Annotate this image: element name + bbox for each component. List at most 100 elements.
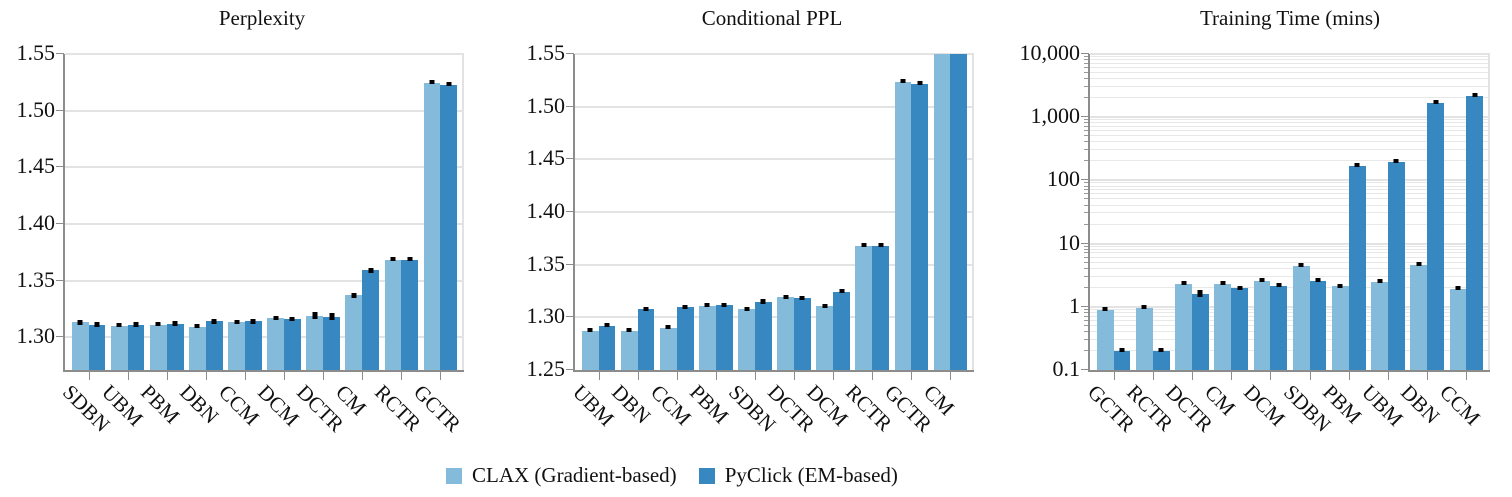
minor-y-tick: [1084, 319, 1089, 321]
x-tick-label-pbm: PBM: [684, 380, 734, 429]
gridline: [1090, 116, 1488, 119]
error-bar: [861, 242, 867, 247]
bar-pyclick-dbn: [205, 321, 223, 370]
bar-clax-cm: [933, 54, 951, 370]
x-tick: [323, 372, 325, 380]
y-tick: [566, 316, 574, 318]
minor-gridline: [1090, 62, 1488, 64]
error-bar: [721, 302, 727, 307]
bar-clax-dctr: [777, 297, 795, 370]
bar-pyclick-rctr: [401, 260, 419, 370]
minor-gridline: [1090, 256, 1488, 258]
minor-y-tick: [1084, 160, 1089, 162]
y-tick: [566, 53, 574, 54]
gridline: [575, 105, 972, 108]
error-bar: [250, 319, 256, 324]
error-bar: [1416, 261, 1422, 266]
minor-gridline: [1090, 55, 1488, 57]
bar-pyclick-dctr: [323, 316, 340, 370]
y-tick-label: 1.55: [16, 39, 56, 65]
minor-y-tick: [1084, 149, 1089, 151]
bar-pyclick-ubm: [598, 325, 616, 370]
y-tick-label: 1.45: [526, 145, 566, 171]
bar-clax-gctr: [1096, 309, 1114, 370]
minor-gridline: [1090, 149, 1488, 151]
minor-y-tick: [1084, 330, 1089, 332]
y-tick: [566, 263, 574, 265]
y-tick: [566, 105, 574, 107]
minor-y-tick: [1084, 267, 1089, 269]
y-tick: [566, 211, 574, 212]
error-bar: [1181, 280, 1187, 285]
x-tick: [127, 372, 129, 380]
error-bar: [839, 289, 845, 294]
x-tick-label-dbn: DBN: [1396, 380, 1445, 429]
error-bar: [1455, 286, 1461, 291]
y-tick: [1081, 242, 1089, 244]
minor-y-tick: [1084, 261, 1089, 263]
minor-y-tick: [1084, 78, 1089, 80]
minor-gridline: [1090, 67, 1488, 69]
bar-clax-ccm: [228, 322, 245, 370]
y-axis: [573, 54, 575, 370]
minor-y-tick: [1084, 119, 1089, 121]
gridline: [575, 263, 972, 266]
error-bar: [783, 295, 789, 300]
y-tick-label: 1.30: [526, 303, 566, 329]
minor-gridline: [1090, 212, 1488, 214]
error-bar: [446, 81, 452, 86]
y-tick-label: 1.50: [526, 92, 566, 118]
minor-gridline: [1090, 324, 1488, 326]
y-tick-label: 1.35: [526, 250, 566, 276]
minor-gridline: [1090, 261, 1488, 263]
error-bar: [1276, 282, 1282, 287]
chart-title: Conditional PPL: [701, 6, 843, 30]
minor-y-tick: [1084, 55, 1089, 57]
y-tick-label: 1.40: [526, 197, 566, 223]
error-bar: [587, 328, 593, 333]
minor-gridline: [1090, 204, 1488, 206]
y-tick-label: 1.50: [16, 96, 56, 122]
error-bar: [682, 304, 688, 309]
x-tick-label-dbn: DBN: [606, 380, 655, 429]
bar-clax-rctr: [1135, 308, 1153, 370]
error-bar: [626, 328, 632, 333]
x-tick: [1113, 372, 1115, 380]
error-bar: [1259, 277, 1265, 282]
x-tick-label-dbn: DBN: [174, 380, 224, 429]
bar-pyclick-sdbn: [88, 324, 106, 370]
minor-y-tick: [1084, 286, 1089, 288]
minor-y-tick: [1084, 324, 1089, 326]
bar-clax-dctr: [306, 315, 324, 370]
error-bar: [116, 322, 122, 327]
y-tick: [56, 53, 64, 54]
x-tick: [1427, 372, 1429, 380]
y-tick-label: 0.1: [1052, 355, 1081, 381]
bar-pyclick-ubm: [127, 324, 145, 370]
gridline: [65, 222, 462, 225]
error-bar: [760, 299, 766, 304]
bar-clax-ubm: [1371, 281, 1388, 370]
error-bar: [407, 257, 413, 262]
bar-clax-dctr: [1175, 283, 1192, 370]
x-tick: [401, 372, 403, 380]
minor-gridline: [1090, 223, 1488, 225]
y-tick-label: 1.30: [16, 323, 56, 349]
error-bar: [329, 313, 335, 321]
error-bar: [289, 316, 295, 322]
error-bar: [234, 319, 240, 324]
minor-gridline: [1090, 267, 1488, 269]
minor-y-tick: [1084, 135, 1089, 137]
x-tick: [244, 372, 246, 380]
minor-gridline: [1090, 189, 1488, 191]
error-bar: [94, 322, 100, 327]
error-bar: [1472, 92, 1478, 97]
bar-clax-gctr: [423, 83, 441, 370]
x-tick: [637, 372, 639, 380]
gridline: [575, 211, 972, 213]
error-bar: [1158, 347, 1164, 352]
bar-pyclick-ccm: [244, 321, 262, 370]
y-tick-label: 1: [1069, 292, 1080, 318]
gridline: [575, 316, 972, 319]
error-bar: [273, 315, 279, 321]
